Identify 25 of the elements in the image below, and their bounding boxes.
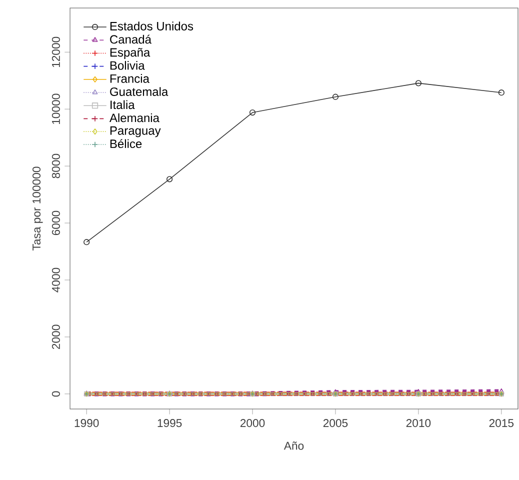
- legend-label: Bolivia: [110, 60, 145, 70]
- x-axis-title: Año: [284, 442, 304, 450]
- y-tick-label: 2000: [52, 324, 60, 349]
- legend-label: Alemania: [109, 113, 160, 122]
- y-tick-label: 0: [52, 391, 60, 397]
- y-tick-label: 10000: [52, 94, 60, 124]
- legend-label: Canadá: [110, 34, 152, 44]
- legend-label: Estados Unidos: [110, 22, 194, 30]
- legend-label: Italia: [110, 100, 135, 110]
- legend-label: Guatemala: [110, 87, 168, 96]
- x-tick-label: 2000: [240, 419, 265, 428]
- legend-label: Paraguay: [110, 126, 161, 138]
- y-axis-title: Tasa por 100000: [32, 166, 43, 250]
- y-tick-label: 12000: [52, 36, 60, 68]
- legend-label: España: [110, 48, 150, 60]
- legend-label: Francia: [110, 74, 150, 83]
- x-tick-label: 1995: [158, 419, 182, 428]
- legend-label: Bélice: [110, 139, 142, 148]
- y-tick-label: 6000: [52, 210, 60, 236]
- y-tick-label: 4000: [52, 268, 60, 292]
- x-tick-label: 1990: [74, 419, 99, 428]
- y-tick-label: 8000: [52, 154, 60, 178]
- x-tick-label: 2005: [323, 419, 348, 428]
- x-tick-label: 2010: [406, 419, 431, 428]
- x-tick-label: 2015: [489, 419, 514, 428]
